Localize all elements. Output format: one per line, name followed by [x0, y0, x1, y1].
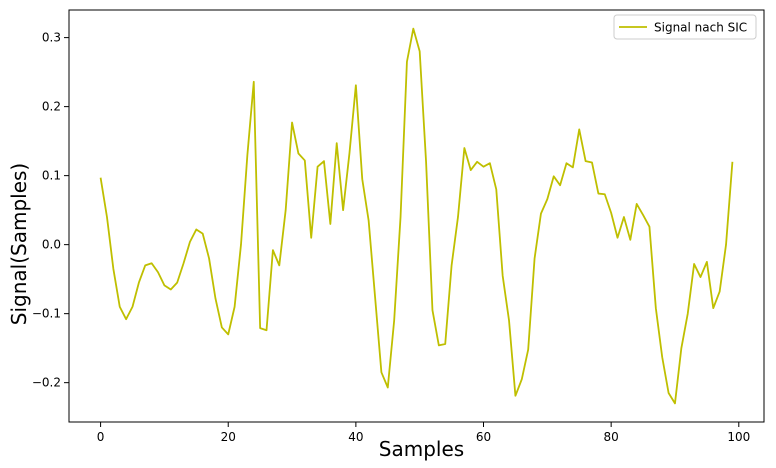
y-tick-label: 0.1 — [42, 169, 61, 183]
x-tick-label: 100 — [727, 430, 750, 444]
y-axis-ticks: −0.2 −0.1 0.0 0.1 0.2 0.3 — [32, 31, 69, 390]
x-tick-label: 0 — [97, 430, 105, 444]
y-axis-label: Signal(Samples) — [7, 163, 31, 325]
legend-label: Signal nach SIC — [654, 21, 747, 35]
plot-frame — [68, 9, 765, 423]
y-tick-label: 0.3 — [42, 31, 61, 45]
plot-area — [69, 10, 764, 422]
y-tick-label: 0.0 — [42, 238, 61, 252]
y-tick-label: −0.1 — [32, 307, 61, 321]
x-tick-label: 80 — [604, 430, 619, 444]
y-tick-label: 0.2 — [42, 100, 61, 114]
series-line — [99, 27, 734, 405]
y-tick-label: −0.2 — [32, 376, 61, 390]
x-axis-label: Samples — [379, 437, 464, 461]
x-tick-label: 40 — [348, 430, 363, 444]
x-axis-ticks: 0 20 40 60 80 100 — [97, 422, 750, 444]
legend-box — [613, 14, 757, 40]
x-tick-label: 60 — [476, 430, 491, 444]
x-tick-label: 20 — [221, 430, 236, 444]
legend: Signal nach SIC — [613, 14, 757, 40]
